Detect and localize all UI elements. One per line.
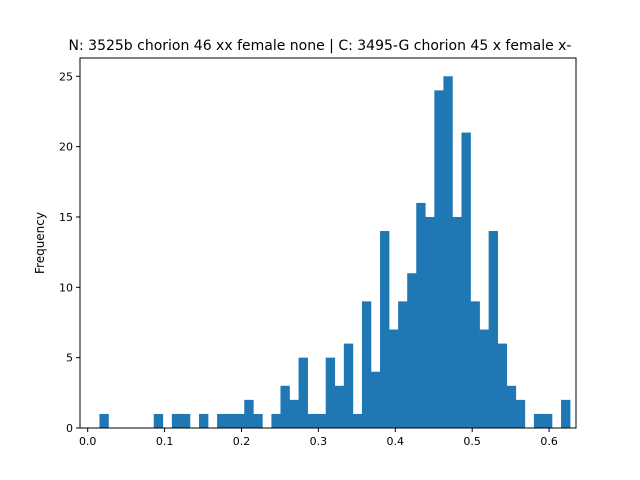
y-tick-label: 15 bbox=[59, 211, 73, 224]
y-tick-label: 0 bbox=[66, 422, 73, 435]
plot-frame bbox=[79, 57, 577, 429]
histogram-bar bbox=[370, 371, 381, 428]
histogram-bar bbox=[307, 413, 317, 428]
x-tick-label: 0.0 bbox=[79, 435, 97, 448]
histogram-bar bbox=[407, 273, 417, 428]
y-tick-label: 20 bbox=[59, 141, 73, 154]
x-tick-label: 0.1 bbox=[156, 435, 174, 448]
histogram-bar bbox=[271, 413, 281, 428]
y-tick-label: 10 bbox=[59, 281, 73, 294]
histogram-bar bbox=[389, 329, 399, 428]
histogram-bar bbox=[425, 216, 435, 428]
histogram-bar bbox=[506, 385, 517, 428]
histogram-bar bbox=[280, 385, 290, 428]
histogram-bar bbox=[416, 202, 426, 428]
y-tick-label: 25 bbox=[59, 70, 73, 83]
histogram-bar bbox=[561, 399, 571, 428]
x-tick-label: 0.2 bbox=[233, 435, 251, 448]
histogram-bar bbox=[380, 231, 390, 428]
histogram-bar bbox=[316, 413, 327, 428]
histogram-bar bbox=[99, 413, 109, 428]
histogram-bar bbox=[180, 413, 191, 428]
histogram-bar bbox=[343, 343, 354, 428]
histogram-bar bbox=[171, 413, 182, 428]
histogram-bar bbox=[325, 357, 336, 428]
histogram-bar bbox=[226, 413, 236, 428]
y-axis: 0 5 10 15 20 25 bbox=[59, 70, 80, 435]
histogram-bar bbox=[470, 301, 480, 428]
histogram-bar bbox=[199, 413, 209, 428]
histogram-bar bbox=[434, 90, 444, 428]
x-tick-label: 0.5 bbox=[463, 435, 481, 448]
y-axis-label: Frequency bbox=[33, 212, 47, 274]
histogram-bar bbox=[479, 329, 489, 428]
histogram-bar bbox=[461, 132, 471, 428]
histogram-bar bbox=[217, 413, 227, 428]
histogram-bar bbox=[352, 413, 363, 428]
histogram-bar bbox=[398, 301, 408, 428]
histogram-bar bbox=[153, 413, 164, 428]
x-tick-label: 0.3 bbox=[310, 435, 328, 448]
x-tick-label: 0.4 bbox=[387, 435, 405, 448]
histogram-bar bbox=[542, 413, 553, 428]
x-axis: 0.0 0.1 0.2 0.3 0.4 0.5 0.6 bbox=[79, 428, 558, 448]
histogram-bar bbox=[443, 76, 453, 428]
histogram-bar bbox=[361, 301, 372, 428]
histogram-bar bbox=[289, 399, 299, 428]
chart-title: N: 3525b chorion 46 xx female none | C: … bbox=[69, 38, 572, 54]
histogram-bar bbox=[235, 413, 245, 428]
histogram-bar bbox=[298, 357, 308, 428]
histogram-bar bbox=[497, 343, 508, 428]
histogram-bar bbox=[452, 216, 462, 428]
histogram-bar bbox=[334, 385, 345, 428]
histogram-bar bbox=[533, 413, 544, 428]
histogram-bar bbox=[488, 231, 499, 428]
histogram-bar bbox=[515, 399, 526, 428]
x-tick-label: 0.6 bbox=[540, 435, 558, 448]
y-tick-label: 5 bbox=[66, 352, 73, 365]
histogram-bar bbox=[253, 413, 263, 428]
histogram-bar bbox=[244, 399, 254, 428]
bar-group bbox=[99, 76, 571, 428]
